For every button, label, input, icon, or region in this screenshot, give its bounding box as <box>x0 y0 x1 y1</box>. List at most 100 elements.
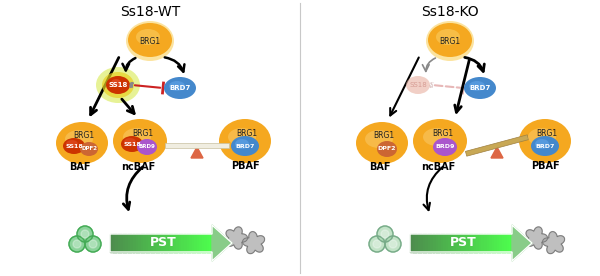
Polygon shape <box>428 234 431 252</box>
Text: PST: PST <box>449 237 476 250</box>
Circle shape <box>77 226 93 242</box>
Text: SS18: SS18 <box>65 144 83 148</box>
Polygon shape <box>466 234 470 252</box>
Text: PBAF: PBAF <box>230 161 259 171</box>
Polygon shape <box>446 234 449 252</box>
Ellipse shape <box>469 81 485 91</box>
Polygon shape <box>191 234 195 252</box>
Polygon shape <box>136 234 139 252</box>
Circle shape <box>81 230 89 238</box>
Ellipse shape <box>231 136 259 156</box>
Text: BAF: BAF <box>369 162 391 172</box>
Ellipse shape <box>111 79 121 87</box>
Polygon shape <box>418 234 421 252</box>
Polygon shape <box>212 225 232 261</box>
Polygon shape <box>509 234 513 252</box>
Text: ncBAF: ncBAF <box>421 162 455 172</box>
Circle shape <box>385 236 401 252</box>
Polygon shape <box>497 234 500 252</box>
Text: ncBAF: ncBAF <box>121 162 155 172</box>
Text: BRD9: BRD9 <box>436 145 455 150</box>
Polygon shape <box>189 234 193 252</box>
Polygon shape <box>130 234 134 252</box>
Polygon shape <box>202 234 205 252</box>
Text: BRG1: BRG1 <box>433 129 454 139</box>
Polygon shape <box>181 234 185 252</box>
Polygon shape <box>454 234 457 252</box>
Ellipse shape <box>531 136 559 156</box>
Polygon shape <box>191 147 203 158</box>
Polygon shape <box>484 234 487 252</box>
Ellipse shape <box>124 138 136 146</box>
Ellipse shape <box>137 139 157 155</box>
Polygon shape <box>420 234 424 252</box>
Polygon shape <box>164 234 167 252</box>
Polygon shape <box>499 234 503 252</box>
Text: BRD7: BRD7 <box>169 85 191 91</box>
Polygon shape <box>476 234 480 252</box>
Ellipse shape <box>436 29 460 45</box>
Polygon shape <box>479 234 482 252</box>
Text: BRD7: BRD7 <box>235 144 254 148</box>
Ellipse shape <box>377 141 397 157</box>
Polygon shape <box>187 234 190 252</box>
Polygon shape <box>226 227 248 249</box>
Polygon shape <box>197 234 200 252</box>
Text: BRD7: BRD7 <box>535 144 554 148</box>
Polygon shape <box>466 135 529 156</box>
Polygon shape <box>507 234 511 252</box>
Polygon shape <box>464 234 467 252</box>
Ellipse shape <box>164 77 196 99</box>
Polygon shape <box>502 234 505 252</box>
Ellipse shape <box>128 23 172 57</box>
Polygon shape <box>512 225 532 261</box>
Polygon shape <box>425 234 429 252</box>
Text: PST: PST <box>149 237 176 250</box>
Ellipse shape <box>113 119 167 163</box>
Polygon shape <box>415 234 419 252</box>
Ellipse shape <box>66 140 78 148</box>
Polygon shape <box>542 232 565 254</box>
Circle shape <box>381 230 389 238</box>
Ellipse shape <box>126 21 174 61</box>
Polygon shape <box>440 234 444 252</box>
Polygon shape <box>143 234 147 252</box>
Polygon shape <box>438 234 442 252</box>
Text: BAF: BAF <box>69 162 91 172</box>
Polygon shape <box>140 234 144 252</box>
Polygon shape <box>110 234 113 252</box>
Polygon shape <box>128 234 131 252</box>
Ellipse shape <box>406 76 430 94</box>
Polygon shape <box>481 234 485 252</box>
Text: DPF2: DPF2 <box>378 147 396 152</box>
Text: BRG1: BRG1 <box>373 131 395 140</box>
Ellipse shape <box>365 130 393 148</box>
Text: BRG1: BRG1 <box>139 36 161 46</box>
Ellipse shape <box>356 122 408 164</box>
Polygon shape <box>448 234 452 252</box>
Ellipse shape <box>106 76 130 94</box>
Ellipse shape <box>228 128 256 146</box>
Circle shape <box>369 236 385 252</box>
Ellipse shape <box>426 21 474 61</box>
Polygon shape <box>487 234 490 252</box>
Polygon shape <box>174 234 178 252</box>
Polygon shape <box>526 227 548 249</box>
Polygon shape <box>471 234 475 252</box>
Circle shape <box>389 240 397 248</box>
Text: SS18: SS18 <box>409 82 427 88</box>
Text: BRG1: BRG1 <box>236 129 257 139</box>
Text: DPF2: DPF2 <box>81 147 97 152</box>
Polygon shape <box>120 234 124 252</box>
Polygon shape <box>118 234 121 252</box>
Polygon shape <box>423 234 426 252</box>
Polygon shape <box>199 234 203 252</box>
Text: BRG1: BRG1 <box>536 129 557 139</box>
Ellipse shape <box>428 23 472 57</box>
Ellipse shape <box>56 122 108 164</box>
Polygon shape <box>410 234 413 252</box>
Ellipse shape <box>413 119 467 163</box>
Ellipse shape <box>102 72 134 98</box>
Polygon shape <box>165 143 229 148</box>
Text: BRD9: BRD9 <box>139 145 155 150</box>
